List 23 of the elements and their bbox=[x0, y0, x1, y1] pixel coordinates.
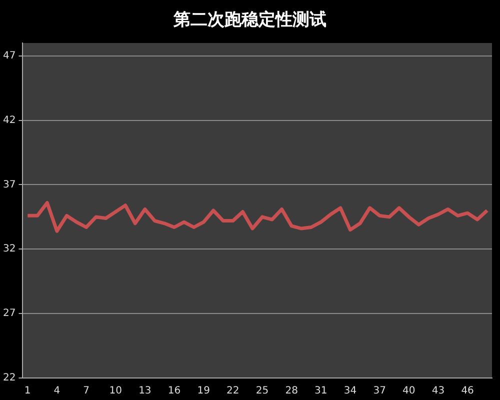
x-tick-label: 16 bbox=[168, 386, 181, 397]
chart-title: 第二次跑稳定性测试 bbox=[172, 9, 328, 32]
y-tick-label: 22 bbox=[2, 372, 16, 384]
x-tick-label: 13 bbox=[138, 386, 152, 397]
x-tick-label: 19 bbox=[197, 386, 210, 397]
y-tick-label: 27 bbox=[2, 308, 16, 320]
x-tick-label: 22 bbox=[226, 386, 240, 397]
y-tick-label: 42 bbox=[2, 114, 16, 126]
y-tick-label: 32 bbox=[2, 244, 16, 255]
x-tick-label: 28 bbox=[285, 386, 298, 397]
x-tick-label: 7 bbox=[83, 386, 90, 397]
x-tick-label: 34 bbox=[344, 386, 357, 397]
x-tick-label: 4 bbox=[54, 386, 60, 397]
x-tick-label: 31 bbox=[314, 386, 328, 397]
x-tick-label: 10 bbox=[109, 386, 122, 397]
x-tick-label: 43 bbox=[432, 386, 445, 397]
y-tick-label: 47 bbox=[2, 50, 16, 62]
x-tick-label: 25 bbox=[256, 386, 269, 397]
x-tick-label: 37 bbox=[373, 386, 386, 397]
x-tick-label: 46 bbox=[461, 386, 474, 397]
x-tick-label: 1 bbox=[24, 386, 31, 397]
y-tick-label: 37 bbox=[2, 179, 16, 190]
x-tick-label: 40 bbox=[402, 386, 416, 397]
